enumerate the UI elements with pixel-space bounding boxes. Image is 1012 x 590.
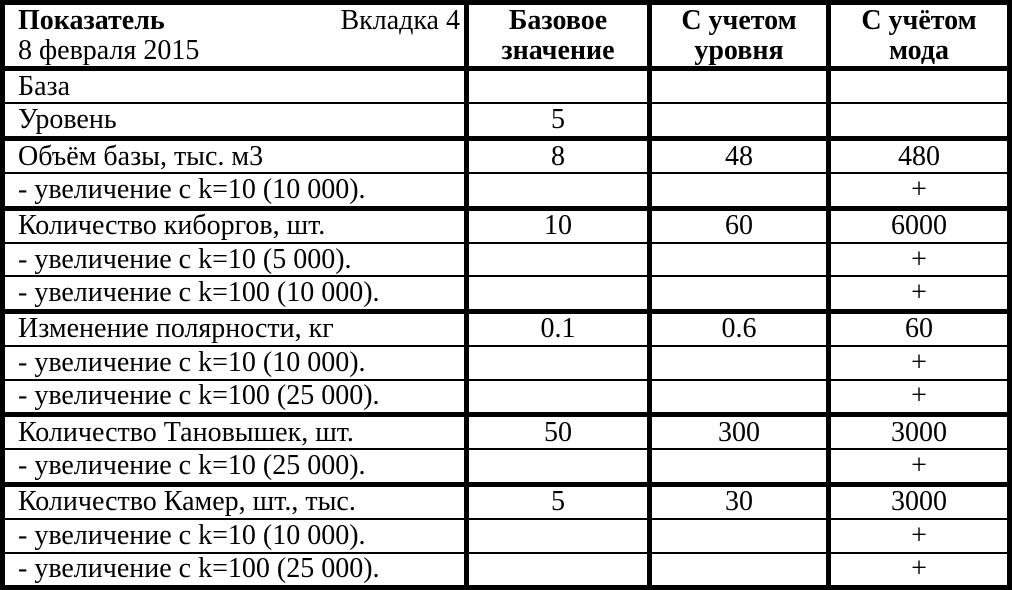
with-level-cell: 60 [647, 205, 829, 244]
with-level-cell [647, 345, 829, 380]
table-row: Уровень 5 [2, 102, 1010, 139]
row-label-cell: Изменение полярности, кг [2, 308, 467, 347]
with-level-cell: 300 [647, 411, 829, 450]
with-level-cell [647, 275, 829, 312]
base-value-header-cell: Базовое значение [464, 2, 650, 71]
with-level-cell: 48 [647, 135, 829, 174]
with-mod-cell [826, 102, 1010, 139]
table-row: - увеличение с k=10 (5 000). + [2, 242, 1010, 277]
with-mod-cell: 480 [826, 135, 1010, 174]
base-value-cell [464, 68, 650, 104]
with-mod-cell: 60 [826, 308, 1010, 347]
base-value-cell: 50 [464, 411, 650, 450]
row-label-cell: База [18, 70, 70, 102]
base-value-cell [464, 448, 650, 485]
with-level-cell: 0.6 [647, 308, 829, 347]
base-value-cell [464, 242, 650, 277]
row-label-cell: - увеличение с k=100 (10 000). [2, 275, 467, 312]
base-value-cell [464, 518, 650, 553]
table-row: Изменение полярности, кг 0.1 0.6 60 [2, 308, 1010, 347]
base-value-cell [464, 172, 650, 209]
row-label-cell: - увеличение с k=10 (25 000). [2, 448, 467, 485]
with-mod-cell: + [826, 518, 1010, 553]
base-value-cell: 10 [464, 205, 650, 244]
with-mod-cell: 3000 [826, 411, 1010, 450]
with-mod-cell: 3000 [826, 481, 1010, 520]
row-label-cell: - увеличение с k=100 (25 000). [2, 551, 467, 588]
table-row: - увеличение с k=100 (25 000). + [2, 551, 1010, 588]
tab-label: Вкладка 4 [340, 5, 460, 36]
date-label: 8 февраля 2015 [18, 35, 200, 66]
table-row: - увеличение с k=10 (25 000). + [2, 448, 1010, 485]
row-label-cell: - увеличение с k=10 (10 000). [2, 172, 467, 209]
with-mod-cell [826, 68, 1010, 104]
header-row: Показатель Вкладка 4 8 февраля 2015 Базо… [2, 2, 1010, 71]
row-label-cell: Количество киборгов, шт. [2, 205, 467, 244]
with-mod-cell: 6000 [826, 205, 1010, 244]
with-mod-cell: + [826, 448, 1010, 485]
table-row: Количество Камер, шт., тыс. 5 30 3000 [2, 481, 1010, 520]
with-level-cell [647, 172, 829, 209]
table-row: - увеличение с k=10 (10 000). + [2, 345, 1010, 380]
base-value-cell: 5 [464, 102, 650, 139]
with-mod-cell: + [826, 172, 1010, 209]
base-value-cell: 5 [464, 481, 650, 520]
with-mod-header-cell: С учётом мода [826, 2, 1010, 71]
table-body: База Уровень 5 Объём базы, тыс. м3 8 48 480- у… [2, 68, 1010, 588]
table-row: База [3, 68, 1010, 104]
with-level-cell [647, 378, 829, 415]
table-row: - увеличение с k=100 (25 000). + [2, 378, 1010, 415]
with-level-cell [647, 551, 829, 588]
with-mod-cell: + [826, 345, 1010, 380]
with-level-cell: 30 [647, 481, 829, 520]
indicator-header-label: Показатель [18, 5, 165, 36]
table-row: Объём базы, тыс. м3 8 48 480 [2, 135, 1010, 174]
base-value-cell [464, 345, 650, 380]
with-mod-cell: + [826, 275, 1010, 312]
row-label-cell: - увеличение с k=10 (10 000). [2, 518, 467, 553]
row-label-cell: Объём базы, тыс. м3 [2, 135, 467, 174]
table-row: Количество киборгов, шт. 10 60 6000 [2, 205, 1010, 244]
base-value-cell [464, 275, 650, 312]
table-row: Количество Тановышек, шт. 50 300 3000 [2, 411, 1010, 450]
with-level-cell [647, 448, 829, 485]
row-label-cell: - увеличение с k=100 (25 000). [2, 378, 467, 415]
with-mod-cell: + [826, 551, 1010, 588]
indicator-header-cell: Показатель Вкладка 4 8 февраля 2015 [2, 2, 467, 71]
row-label-cell: - увеличение с k=10 (5 000). [2, 242, 467, 277]
with-level-cell [647, 102, 829, 139]
with-level-header-cell: С учетом уровня [647, 2, 829, 71]
with-level-cell [647, 68, 829, 104]
row-label-cell: Уровень [2, 102, 467, 139]
row-label-cell: Количество Тановышек, шт. [2, 411, 467, 450]
with-level-cell [647, 242, 829, 277]
table-header: Показатель Вкладка 4 8 февраля 2015 Базо… [2, 2, 1010, 71]
row-label-cell: - увеличение с k=10 (10 000). [2, 345, 467, 380]
with-level-cell [647, 518, 829, 553]
with-mod-cell: + [826, 378, 1010, 415]
table-row: - увеличение с k=10 (10 000). + [2, 518, 1010, 553]
with-mod-cell: + [826, 242, 1010, 277]
table-row: - увеличение с k=10 (10 000). + [2, 172, 1010, 209]
base-value-cell [464, 551, 650, 588]
base-value-cell: 8 [464, 135, 650, 174]
table-row: - увеличение с k=100 (10 000). + [2, 275, 1010, 312]
base-value-cell: 0.1 [464, 308, 650, 347]
row-label-cell: Количество Камер, шт., тыс. [2, 481, 467, 520]
base-value-cell [464, 378, 650, 415]
